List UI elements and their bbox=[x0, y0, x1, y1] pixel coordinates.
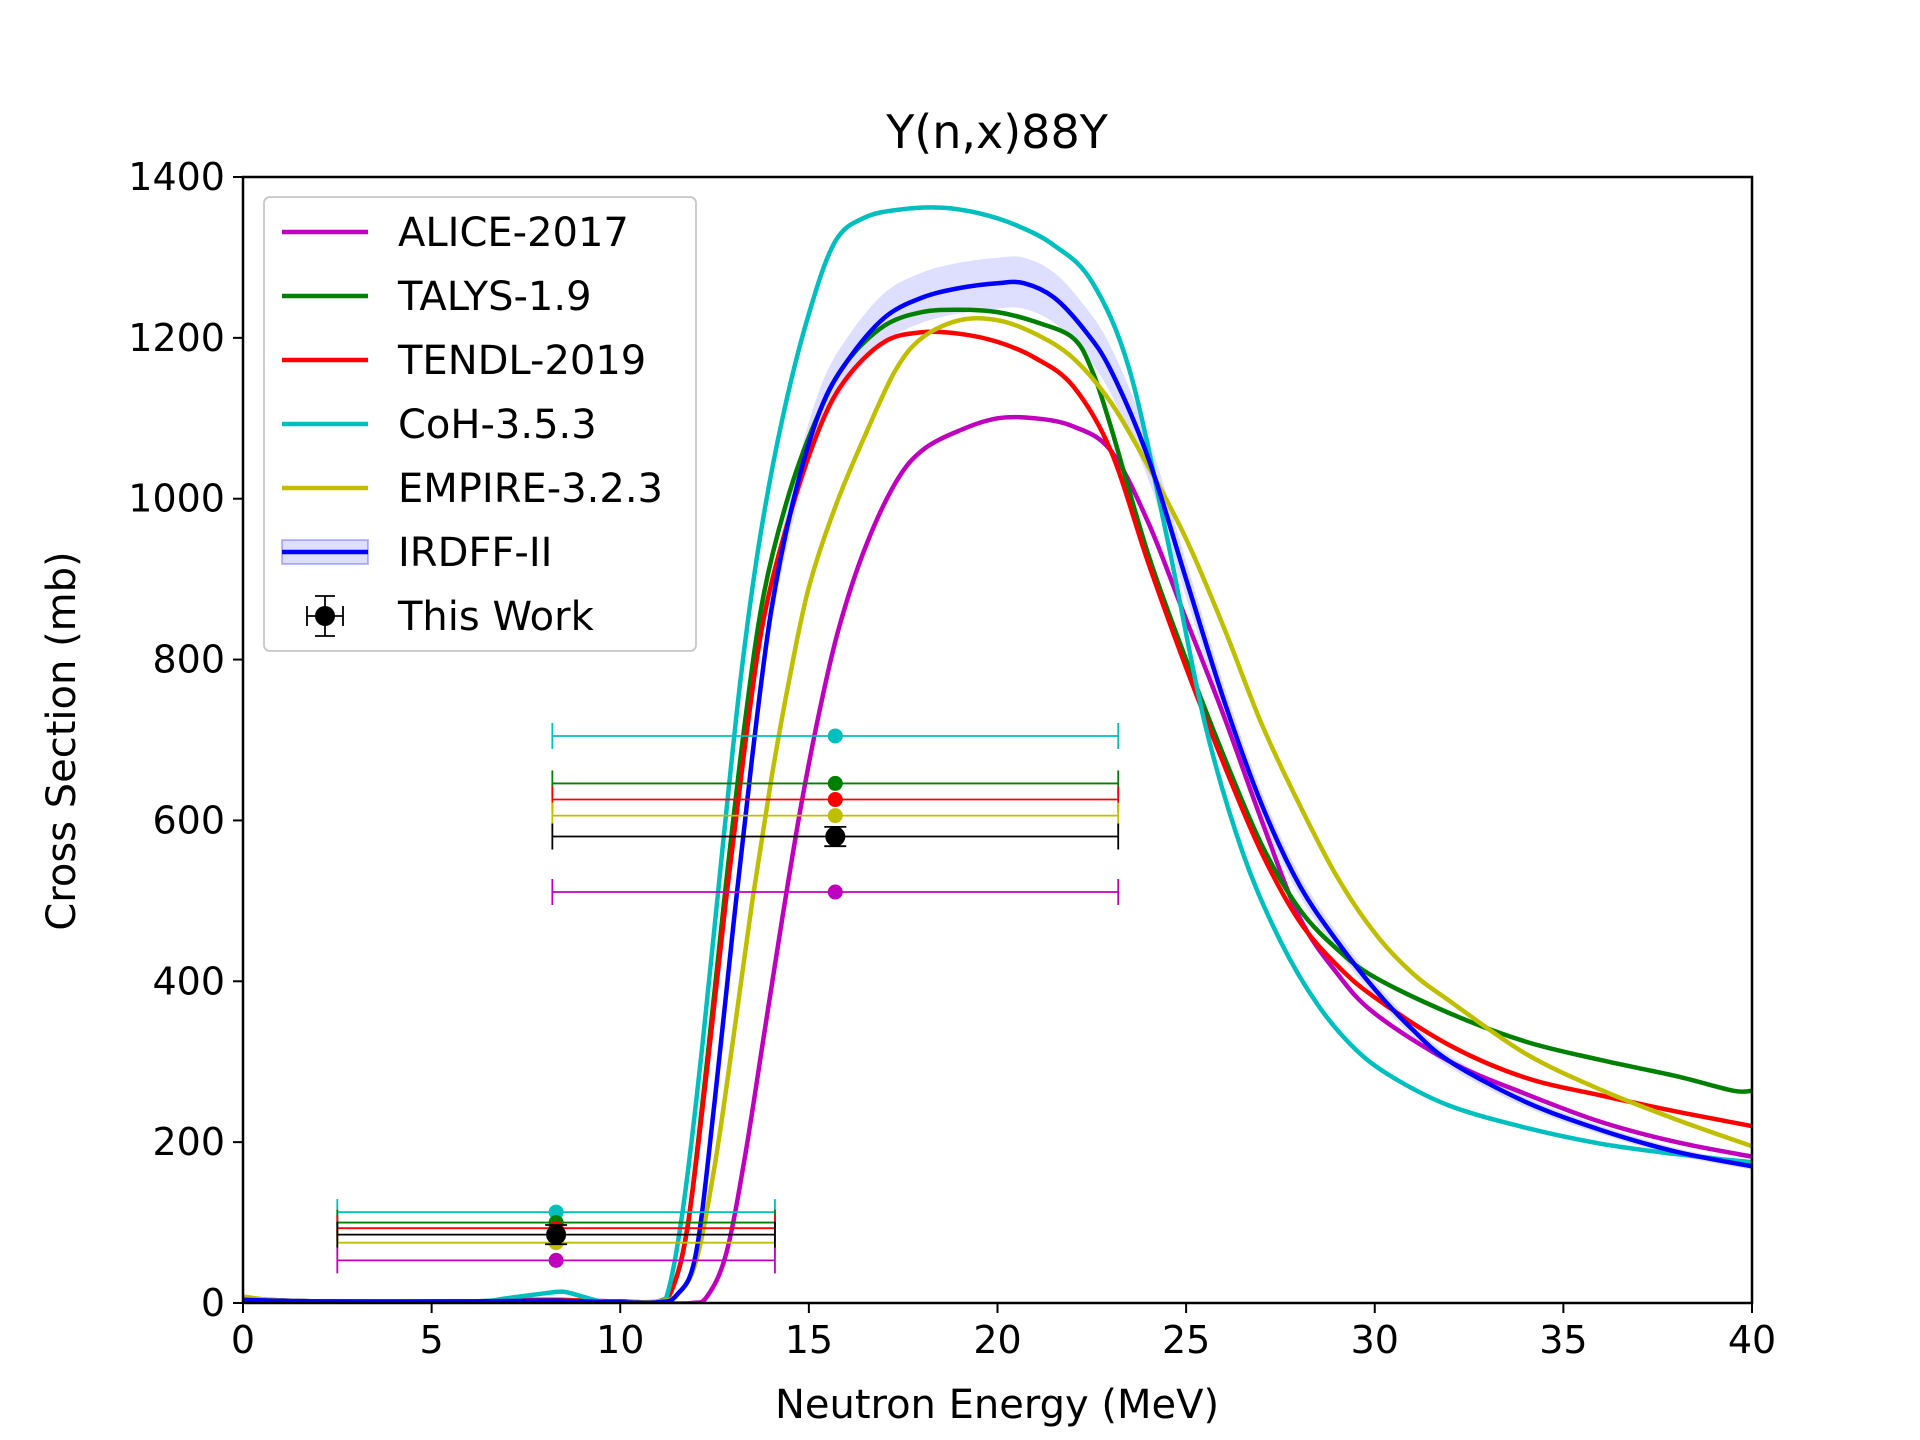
x-axis-title: Neutron Energy (MeV) bbox=[775, 1382, 1219, 1428]
data-point-5-1 bbox=[825, 826, 846, 847]
legend-label-0: ALICE-2017 bbox=[398, 210, 629, 256]
legend-marker-6 bbox=[315, 606, 335, 626]
error-bars bbox=[336, 722, 1120, 1274]
y-tick-label-1: 200 bbox=[152, 1120, 225, 1164]
data-point-3-1 bbox=[827, 808, 843, 824]
legend-label-3: CoH-3.5.3 bbox=[398, 402, 597, 448]
chart-title: Y(n,x)88Y bbox=[885, 105, 1109, 159]
x-tick-label-8: 40 bbox=[1728, 1318, 1776, 1362]
legend-label-6: This Work bbox=[397, 594, 595, 640]
data-point-4-1 bbox=[827, 884, 843, 900]
legend-label-5: IRDFF-II bbox=[398, 530, 552, 576]
y-tick-label-5: 1000 bbox=[128, 477, 225, 521]
x-tick-label-0: 0 bbox=[231, 1318, 255, 1362]
y-tick-label-4: 800 bbox=[152, 638, 225, 682]
data-point-0-1 bbox=[827, 728, 843, 744]
y-axis-title: Cross Section (mb) bbox=[39, 551, 85, 930]
legend-label-2: TENDL-2019 bbox=[397, 338, 646, 384]
data-point-5-0 bbox=[546, 1224, 567, 1245]
x-tick-label-4: 20 bbox=[973, 1318, 1021, 1362]
data-point-0-0 bbox=[548, 1204, 564, 1220]
data-point-1-1 bbox=[827, 775, 843, 791]
legend-box bbox=[263, 196, 697, 652]
x-tick-label-6: 30 bbox=[1351, 1318, 1399, 1362]
axes: 0 5 10 15 20 25 30 35 40020040060080010001200140… bbox=[128, 155, 1776, 1362]
data-point-4-0 bbox=[548, 1252, 564, 1268]
x-tick-label-2: 10 bbox=[596, 1318, 644, 1362]
y-tick-label-3: 600 bbox=[152, 798, 225, 842]
y-tick-label-0: 0 bbox=[201, 1281, 225, 1325]
legend: ALICE-2017 TALYS-1.9 TENDL-2019 CoH-3.5.3 EM… bbox=[263, 196, 697, 652]
x-tick-label-1: 5 bbox=[420, 1318, 444, 1362]
legend-label-4: EMPIRE-3.2.3 bbox=[398, 466, 663, 512]
data-point-2-1 bbox=[827, 792, 843, 808]
y-tick-label-7: 1400 bbox=[128, 155, 225, 199]
x-tick-label-3: 15 bbox=[785, 1318, 833, 1362]
y-tick-label-2: 400 bbox=[152, 959, 225, 1003]
x-tick-label-7: 35 bbox=[1539, 1318, 1587, 1362]
y-tick-label-6: 1200 bbox=[128, 316, 225, 360]
x-tick-label-5: 25 bbox=[1162, 1318, 1210, 1362]
legend-label-1: TALYS-1.9 bbox=[397, 274, 592, 320]
